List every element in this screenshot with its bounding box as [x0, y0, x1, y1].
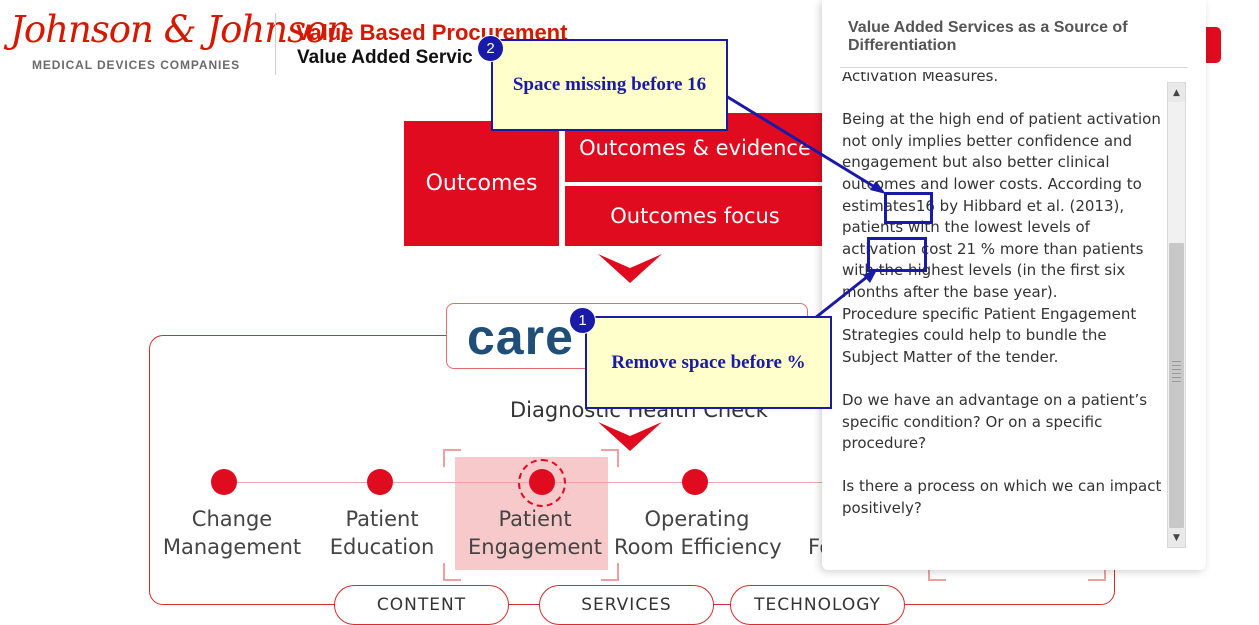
logo-subtitle: MEDICAL DEVICES COMPANIES [32, 58, 241, 72]
step-dot-patient-engagement[interactable] [529, 469, 555, 495]
step-label-patient-engagement[interactable]: Patient Engagement [468, 507, 602, 559]
step-label-operating-room-efficiency[interactable]: Operating Room Efficiency [614, 507, 782, 559]
annotation-badge-2: 2 [477, 35, 504, 62]
scrollbar-thumb[interactable] [1169, 243, 1184, 528]
info-panel-scrollbar[interactable]: ▲ ▼ [1167, 82, 1186, 548]
info-panel-content[interactable]: Activation Measures. Being at the high e… [842, 72, 1164, 550]
step-dot-change-management[interactable] [211, 469, 237, 495]
info-panel-text: Activation Measures. Being at the high e… [842, 72, 1164, 519]
tab-services[interactable]: SERVICES [539, 585, 714, 625]
scroll-up-arrow-icon[interactable]: ▲ [1168, 83, 1185, 102]
annotation-highlight-percent [867, 237, 927, 272]
page-subtitle-left: Value Added Servic [297, 47, 473, 68]
panel-paragraph: Do we have an advantage on a patient’s s… [842, 390, 1148, 453]
step-dot-patient-education[interactable] [367, 469, 393, 495]
bracket-corner [443, 563, 461, 581]
header-divider [275, 13, 276, 75]
outcomes-focus-block[interactable]: Outcomes focus [565, 186, 825, 246]
annotation-callout-1: Remove space before % [585, 316, 832, 409]
scroll-down-arrow-icon[interactable]: ▼ [1168, 528, 1185, 547]
step-dot-operating-room[interactable] [682, 469, 708, 495]
info-panel-title: Value Added Services as a Source of Diff… [848, 19, 1128, 54]
step-label-change-management[interactable]: Change Management [162, 507, 302, 559]
bracket-corner [928, 563, 946, 581]
logo-script-text: Johnson & Johnson [10, 8, 350, 51]
company-logo: Johnson & Johnson MEDICAL DEVICES COMPAN… [10, 8, 350, 76]
panel-paragraph: Procedure specific Patient Engagement St… [842, 304, 1137, 366]
annotation-highlight-16 [884, 192, 933, 224]
bracket-corner [601, 563, 619, 581]
panel-paragraph: Activation Measures. [842, 72, 999, 85]
annotation-badge-1: 1 [569, 307, 596, 334]
tab-technology[interactable]: TECHNOLOGY [730, 585, 905, 625]
bracket-corner [601, 449, 619, 467]
bracket-corner [443, 449, 461, 467]
info-panel-divider [840, 67, 1188, 68]
info-panel: Value Added Services as a Source of Diff… [822, 0, 1206, 570]
annotation-callout-2: Space missing before 16 [491, 39, 728, 131]
care-logo-text: care [467, 309, 574, 365]
outcomes-block[interactable]: Outcomes [404, 121, 559, 246]
step-label-patient-education[interactable]: Patient Education [329, 507, 435, 559]
bracket-corner [1088, 563, 1106, 581]
selected-step-ring [518, 459, 566, 507]
panel-paragraph: Is there a process on which we can impac… [842, 477, 1162, 517]
tab-content[interactable]: CONTENT [334, 585, 509, 625]
chevron-down-icon [598, 254, 662, 283]
